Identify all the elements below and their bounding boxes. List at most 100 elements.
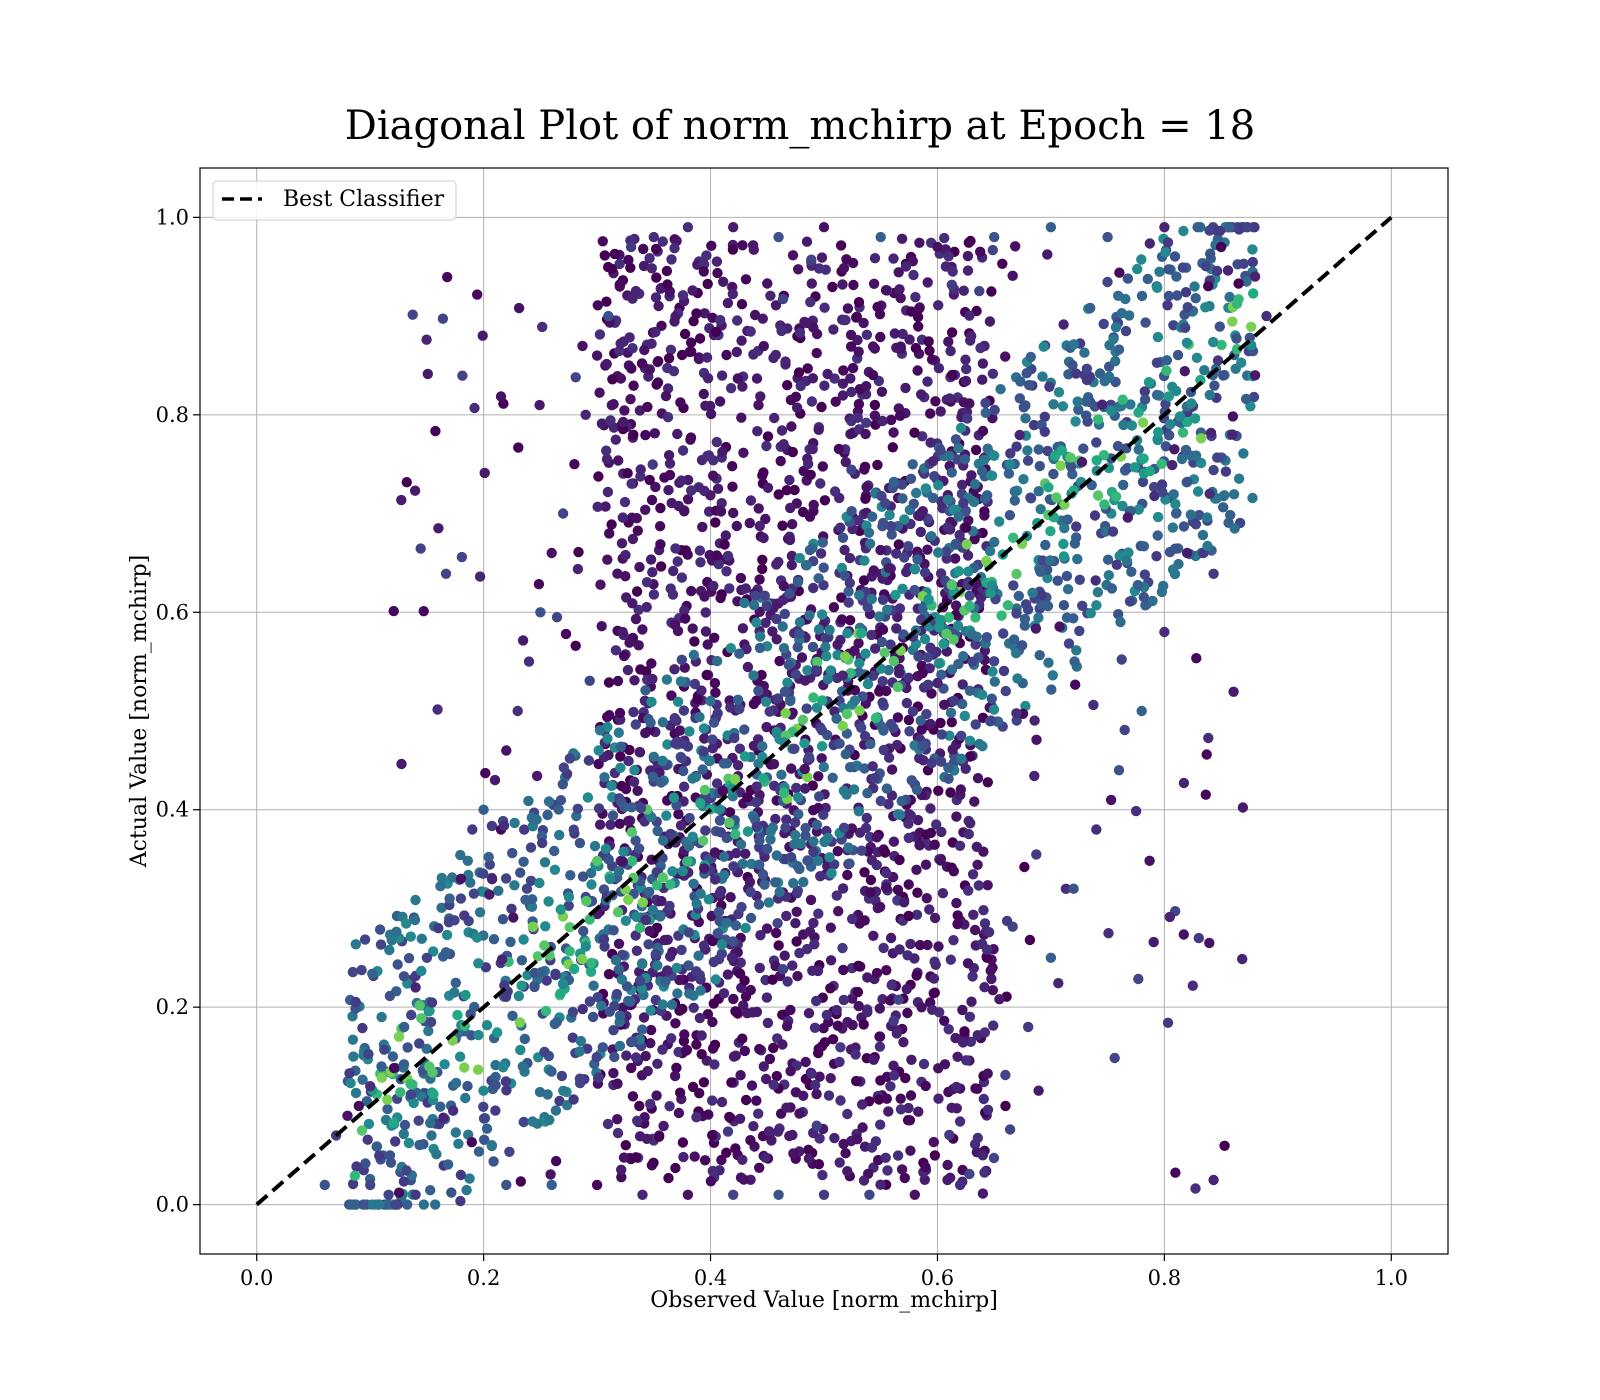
scatter-point [718, 276, 729, 287]
scatter-point [651, 379, 662, 390]
scatter-point [882, 1165, 893, 1176]
scatter-point [348, 1051, 359, 1062]
scatter-point [875, 1119, 886, 1130]
scatter-point [726, 1077, 737, 1088]
scatter-point [675, 676, 687, 687]
scatter-point [871, 967, 883, 979]
scatter-point [488, 934, 500, 945]
scatter-point [601, 296, 612, 307]
scatter-point [867, 369, 879, 381]
scatter-point [686, 346, 697, 357]
scatter-point [1071, 521, 1082, 532]
scatter-point [779, 950, 790, 961]
scatter-point [985, 715, 997, 726]
scatter-point [672, 696, 684, 707]
scatter-point [835, 522, 846, 533]
scatter-point [1136, 254, 1147, 265]
scatter-point [625, 394, 636, 405]
scatter-point [977, 358, 989, 369]
scatter-point [945, 1172, 956, 1184]
scatter-point [857, 691, 868, 702]
scatter-point [953, 566, 964, 577]
scatter-point [842, 1108, 853, 1120]
scatter-point [728, 222, 739, 233]
scatter-point [546, 1179, 557, 1191]
scatter-point [622, 664, 634, 676]
scatter-point [1208, 336, 1219, 348]
scatter-point [849, 695, 861, 706]
scatter-point [525, 875, 537, 886]
scatter-point [811, 995, 822, 1007]
scatter-point [781, 485, 792, 496]
scatter-point [1177, 262, 1189, 273]
scatter-point [1088, 699, 1099, 711]
scatter-point [722, 969, 734, 980]
scatter-point [700, 607, 711, 618]
scatter-point [908, 498, 919, 509]
scatter-point [1009, 486, 1020, 497]
scatter-point [613, 865, 625, 877]
scatter-point [574, 1046, 585, 1057]
scatter-point [591, 1052, 602, 1063]
scatter-point [699, 308, 710, 319]
scatter-point [627, 1091, 639, 1102]
scatter-point [486, 820, 498, 832]
scatter-point [509, 817, 520, 829]
scatter-point [960, 354, 971, 365]
scatter-point [866, 855, 878, 866]
scatter-point [941, 628, 952, 639]
scatter-point [962, 958, 974, 969]
scatter-point [929, 1150, 941, 1161]
scatter-point [1180, 322, 1191, 333]
scatter-point [1008, 634, 1020, 645]
scatter-point [1214, 321, 1226, 332]
scatter-point [474, 907, 486, 918]
scatter-point [893, 667, 905, 679]
scatter-point [828, 324, 839, 335]
scatter-point [721, 1147, 732, 1158]
scatter-point [1162, 237, 1174, 248]
scatter-point [1138, 541, 1150, 552]
scatter-point [598, 934, 610, 945]
scatter-point [956, 730, 967, 741]
scatter-point [787, 250, 799, 261]
scatter-point [1091, 600, 1102, 611]
scatter-point [967, 971, 978, 982]
scatter-point [793, 809, 804, 820]
scatter-point [801, 560, 812, 571]
scatter-point [1108, 333, 1119, 345]
scatter-point [954, 1179, 966, 1191]
scatter-point [1085, 302, 1096, 314]
scatter-point [767, 626, 778, 637]
scatter-point [472, 1064, 484, 1075]
scatter-point [747, 1007, 758, 1018]
scatter-point [920, 859, 932, 870]
scatter-point [1208, 568, 1219, 579]
scatter-point [837, 390, 849, 401]
scatter-point [478, 804, 489, 815]
scatter-point [342, 1110, 353, 1122]
scatter-point [1011, 608, 1022, 619]
scatter-point [648, 751, 659, 762]
y-tick-label: 0.6 [156, 600, 189, 624]
scatter-point [518, 934, 529, 945]
scatter-point [739, 724, 750, 735]
scatter-point [845, 615, 856, 626]
scatter-point [1200, 302, 1211, 313]
scatter-point [513, 302, 525, 314]
scatter-point [1008, 580, 1019, 591]
scatter-point [1160, 441, 1172, 452]
scatter-point [803, 1008, 815, 1019]
scatter-point [995, 384, 1006, 395]
scatter-point [1115, 616, 1126, 628]
scatter-point [754, 520, 765, 532]
scatter-point [593, 1072, 604, 1083]
scatter-point [714, 804, 726, 815]
scatter-point [846, 506, 857, 517]
scatter-point [748, 670, 759, 681]
chart-title: Diagonal Plot of norm_mchirp at Epoch = … [345, 103, 1255, 149]
scatter-point [867, 761, 878, 772]
scatter-point [653, 1131, 665, 1142]
scatter-point [638, 243, 649, 255]
scatter-point [1068, 883, 1079, 894]
